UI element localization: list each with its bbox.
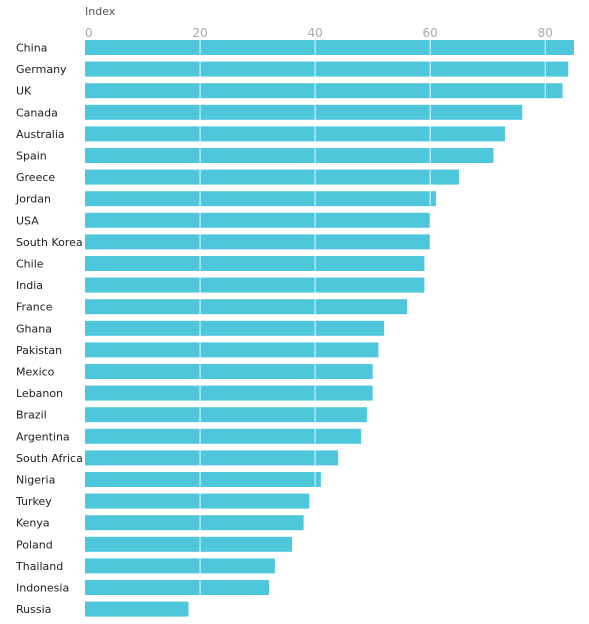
bar xyxy=(85,126,505,142)
category-label: Ghana xyxy=(16,322,52,335)
bar xyxy=(85,493,310,509)
category-labels: China Germany UK Canada Australia Spain Greece… xyxy=(15,42,83,617)
category-label: Germany xyxy=(16,63,67,76)
category-label: Poland xyxy=(16,538,53,551)
category-label: Australia xyxy=(16,128,65,141)
x-tick-label: 20 xyxy=(192,26,207,40)
category-label: India xyxy=(16,279,43,292)
bar xyxy=(85,515,304,531)
bar xyxy=(85,234,431,250)
bar xyxy=(85,104,523,120)
category-label: Jordan xyxy=(15,193,51,206)
bar xyxy=(85,277,425,293)
category-label: France xyxy=(16,301,53,314)
bar xyxy=(85,191,436,207)
gridlines xyxy=(199,40,546,624)
x-axis-ticks: 0 20 40 60 80 xyxy=(85,26,553,40)
category-label: Lebanon xyxy=(16,387,63,400)
bar xyxy=(85,601,189,617)
bar xyxy=(85,40,574,55)
x-tick-label: 40 xyxy=(307,26,322,40)
category-label: Turkey xyxy=(15,495,52,508)
bar xyxy=(85,342,379,358)
category-label: Pakistan xyxy=(16,344,62,357)
bar xyxy=(85,83,563,99)
x-tick-label: 0 xyxy=(85,26,93,40)
bar xyxy=(85,320,385,336)
bar xyxy=(85,364,373,379)
category-label: Argentina xyxy=(16,430,70,443)
bar xyxy=(85,428,362,444)
bar xyxy=(85,212,431,228)
bar xyxy=(85,385,373,401)
x-tick-label: 60 xyxy=(423,26,438,40)
category-label: Indonesia xyxy=(16,582,69,595)
category-label: Thailand xyxy=(15,560,63,573)
bars xyxy=(85,40,574,617)
x-tick-label: 80 xyxy=(538,26,553,40)
category-label: UK xyxy=(16,85,32,98)
bar xyxy=(85,558,275,574)
category-label: USA xyxy=(16,214,39,227)
category-label: Brazil xyxy=(16,409,47,422)
bar xyxy=(85,472,321,487)
category-label: Canada xyxy=(16,106,58,119)
bar xyxy=(85,256,425,271)
bar xyxy=(85,407,367,423)
bar xyxy=(85,299,408,315)
bar xyxy=(85,450,339,466)
bar xyxy=(85,61,569,77)
category-label: Kenya xyxy=(16,517,50,530)
category-label: Mexico xyxy=(16,366,55,379)
category-label: Russia xyxy=(16,603,51,616)
bar xyxy=(85,580,270,595)
category-label: South Africa xyxy=(16,452,83,465)
x-axis-title: Index xyxy=(85,5,116,18)
category-label: South Korea xyxy=(16,236,83,249)
category-label: Greece xyxy=(16,171,55,184)
bar xyxy=(85,148,494,163)
category-label: Chile xyxy=(16,258,44,271)
bar xyxy=(85,536,293,552)
category-label: Spain xyxy=(16,150,47,163)
bar xyxy=(85,169,459,185)
category-label: China xyxy=(16,42,47,55)
category-label: Nigeria xyxy=(16,474,55,487)
